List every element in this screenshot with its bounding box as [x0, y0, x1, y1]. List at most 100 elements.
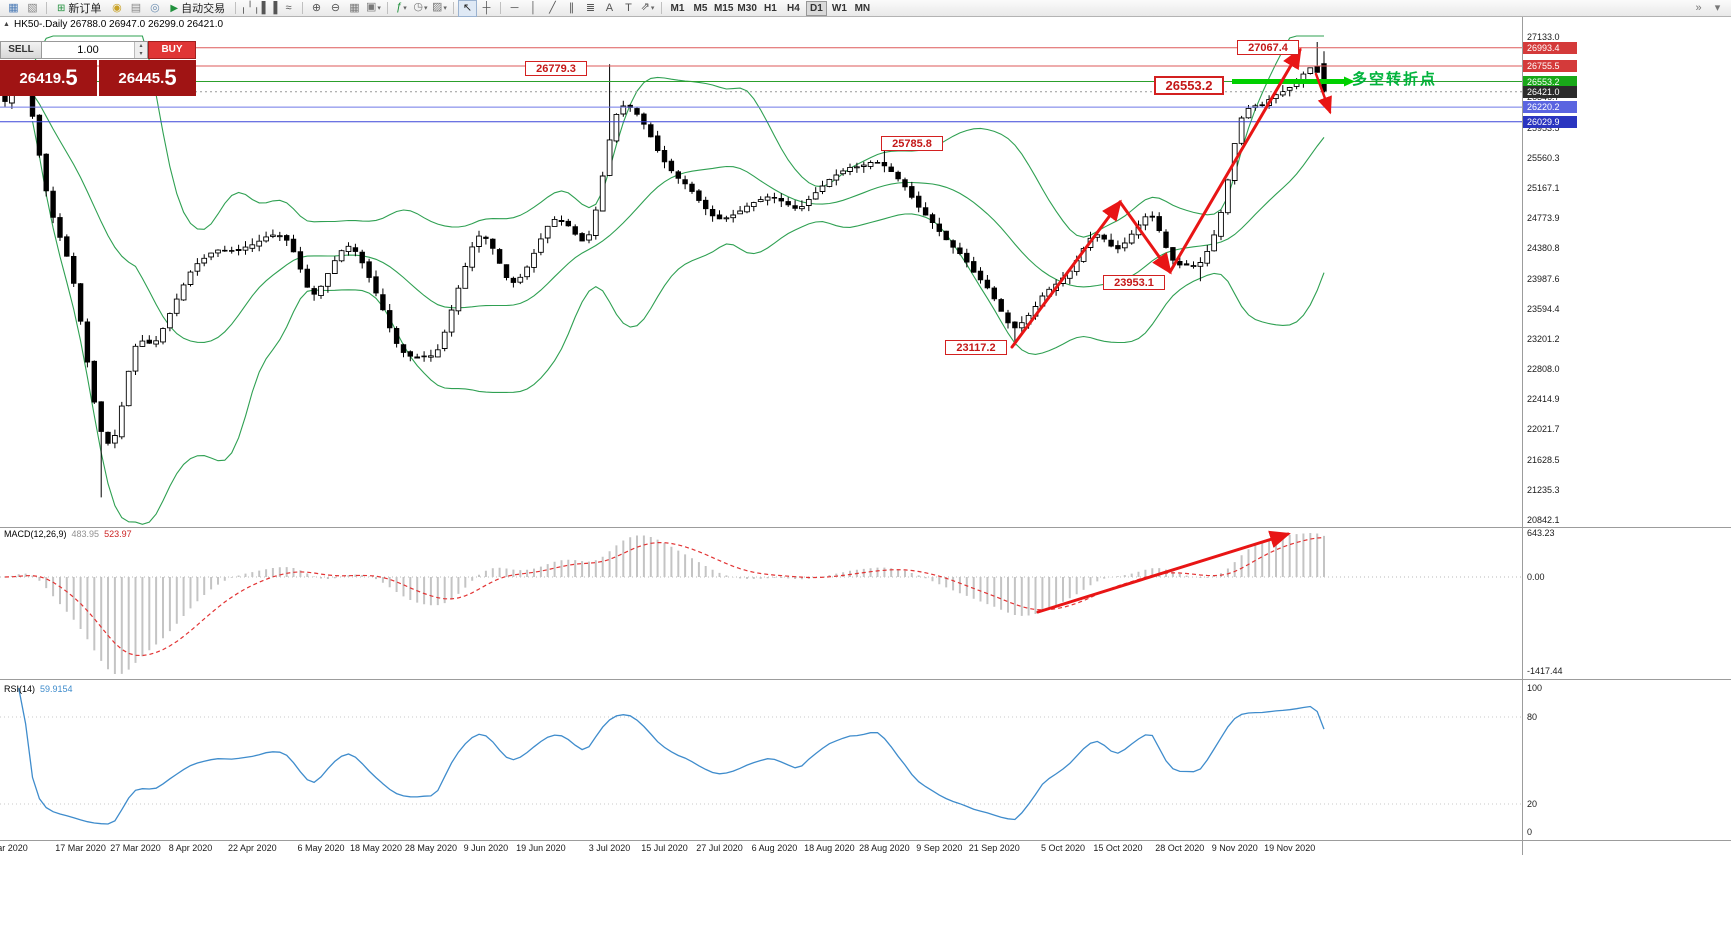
date-label: 9 Nov 2020: [1211, 843, 1258, 853]
toolbar-options-icon[interactable]: ▾: [1714, 1, 1721, 14]
channel-icon[interactable]: ∥: [568, 1, 575, 14]
templates-icon[interactable]: ▨▾: [432, 1, 447, 13]
new-order-button-icon: ⊞: [57, 2, 66, 14]
date-label: 6 Aug 2020: [751, 843, 798, 853]
depth-of-market-icon[interactable]: ▤: [130, 1, 142, 14]
price-callout[interactable]: 25785.8: [881, 136, 943, 151]
label-icon[interactable]: T: [625, 1, 632, 14]
trend-arrow[interactable]: [1118, 200, 1172, 275]
price-badge: 26421.0: [1523, 85, 1577, 98]
line-chart-icon[interactable]: ≈: [285, 1, 292, 14]
crosshair-icon[interactable]: ┼: [482, 1, 491, 14]
price-badge: 26993.4: [1523, 41, 1577, 54]
volume-up-icon[interactable]: ▴: [135, 42, 147, 50]
trend-arrow[interactable]: [1168, 47, 1302, 274]
macd-axis-label: 643.23: [1527, 528, 1555, 538]
rsi-line: [18, 687, 1325, 825]
sell-button[interactable]: SELL: [0, 41, 42, 59]
price-axis-separator: [1522, 17, 1523, 855]
timeframe-d1[interactable]: D1: [805, 0, 827, 16]
rsi-axis-label: 100: [1527, 683, 1543, 693]
macd-indicator-label: MACD(12,26,9) 483.95 523.97: [4, 529, 132, 539]
rsi-axis-label: 80: [1527, 712, 1538, 722]
alerts-icon[interactable]: ◉: [112, 1, 122, 14]
date-label: 3 Jul 2020: [588, 843, 631, 853]
hline-icon[interactable]: ─: [510, 1, 519, 14]
rsi-plot: [0, 687, 1522, 825]
fibonacci-icon[interactable]: ≣: [585, 1, 596, 14]
buy-price-pips: 5: [164, 65, 177, 90]
new-order-button[interactable]: ⊞ 新订单: [51, 0, 107, 16]
cursor-icon[interactable]: ↖: [457, 0, 477, 17]
tile-windows-icon[interactable]: ▦: [349, 1, 360, 14]
autotrade-button-label: 自动交易: [181, 3, 226, 15]
toolbar-more-icon[interactable]: »: [1695, 1, 1702, 14]
volume-down-icon[interactable]: ▾: [135, 50, 147, 58]
price-badge: 26029.9: [1523, 115, 1577, 128]
sell-price-main: 26419.: [19, 69, 66, 87]
bull-candles: [9, 67, 1314, 444]
drawn-objects[interactable]: [1010, 47, 1332, 614]
bars-chart-icon[interactable]: ╷╵╷: [240, 1, 260, 14]
auto-arrange-icon[interactable]: ▣▾: [366, 1, 381, 13]
web-terminal-icon[interactable]: ◎: [150, 1, 160, 14]
toolbar-separator: [386, 2, 388, 14]
turning-point-label[interactable]: 多空转折点: [1352, 71, 1438, 88]
price-callout[interactable]: 26779.3: [525, 61, 587, 76]
date-label: 27 Mar 2020: [110, 843, 161, 853]
sell-price-display[interactable]: 26419. 5: [0, 60, 97, 96]
volume-input[interactable]: 1.00 ▴ ▾: [42, 41, 148, 59]
indicators-icon[interactable]: ƒ▾: [396, 1, 407, 13]
price-axis-label: 23594.4: [1527, 303, 1560, 314]
macd-name: MACD(12,26,9): [4, 529, 67, 539]
zoom-in-icon[interactable]: ⊕: [311, 1, 322, 14]
price-callout[interactable]: 26553.2: [1154, 76, 1224, 95]
panel-separator[interactable]: [0, 679, 1731, 680]
trendline-icon[interactable]: ╱: [549, 1, 556, 14]
macd-plot: [0, 533, 1522, 674]
new-chart-icon[interactable]: ▦: [8, 1, 19, 14]
time-axis[interactable]: 2 Mar 2020 17 Mar 2020 27 Mar 2020 8 Apr 20…: [0, 840, 1522, 856]
buy-button[interactable]: BUY: [148, 41, 196, 59]
profiles-icon[interactable]: ▧: [27, 1, 38, 14]
dropdown-caret-icon: ▾: [377, 5, 381, 12]
new-order-button-label: 新订单: [68, 3, 102, 15]
timeframe-mn[interactable]: MN: [854, 2, 871, 14]
timeframe-h1[interactable]: H1: [763, 2, 777, 14]
zoom-out-icon[interactable]: ⊖: [330, 1, 341, 14]
trend-arrow[interactable]: [1010, 199, 1122, 349]
timeframe-m30[interactable]: M30: [737, 2, 757, 14]
candles-chart-icon[interactable]: ▌▐: [261, 1, 278, 14]
shapes-icon[interactable]: ⇗▾: [640, 1, 655, 13]
buy-price-display[interactable]: 26445. 5: [99, 60, 196, 96]
price-axis-label: 25560.3: [1527, 152, 1560, 163]
date-label: 27 Jul 2020: [696, 843, 743, 853]
price-callout[interactable]: 23117.2: [945, 340, 1007, 355]
dropdown-caret-icon: ▾: [650, 5, 655, 12]
buy-price-main: 26445.: [118, 69, 165, 87]
date-label: 15 Oct 2020: [1093, 843, 1143, 853]
toolbar-separator: [452, 2, 454, 14]
timeframe-w1[interactable]: W1: [831, 2, 847, 14]
rsi-value: 59.9154: [40, 684, 73, 694]
price-callout[interactable]: 23953.1: [1103, 275, 1165, 290]
timeframe-m15[interactable]: M15: [713, 2, 734, 14]
price-axis-label: 22021.7: [1527, 424, 1560, 435]
autotrade-button[interactable]: ▶ 自动交易: [164, 0, 231, 16]
macd-signal-value: 523.97: [104, 529, 132, 539]
volume-spinner[interactable]: ▴ ▾: [134, 42, 147, 58]
macd-axis-label: -1417.44: [1527, 666, 1563, 676]
timeframe-h4[interactable]: H4: [786, 2, 800, 14]
price-axis-label: 25167.1: [1527, 182, 1560, 193]
trend-arrow[interactable]: [1036, 530, 1291, 614]
timeframe-m5[interactable]: M5: [693, 2, 708, 14]
date-label: 9 Jun 2020: [463, 843, 509, 853]
vline-icon[interactable]: │: [530, 1, 537, 14]
panel-separator[interactable]: [0, 527, 1731, 528]
text-icon[interactable]: A: [605, 1, 614, 14]
trend-arrow[interactable]: [1314, 72, 1332, 115]
timeframe-m1[interactable]: M1: [670, 2, 685, 14]
price-callout[interactable]: 27067.4: [1237, 40, 1299, 55]
periods-icon[interactable]: ◷▾: [413, 1, 428, 13]
